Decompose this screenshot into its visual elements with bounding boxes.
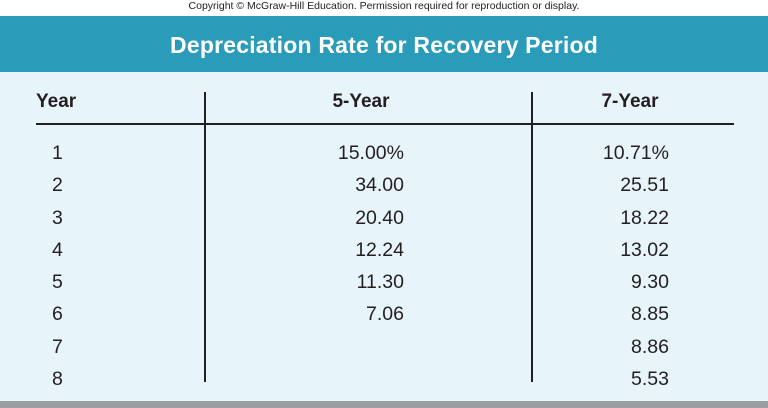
column-header-5-year: 5-Year bbox=[332, 91, 390, 112]
copyright-notice: Copyright © McGraw-Hill Education. Permi… bbox=[188, 0, 580, 12]
table-row: 8 5.53 bbox=[0, 366, 768, 398]
column-divider bbox=[204, 92, 206, 382]
table-row: 2 34.00 25.51 bbox=[0, 172, 768, 204]
year-cell: 4 bbox=[52, 238, 63, 261]
table-row: 6 7.06 8.85 bbox=[0, 301, 768, 333]
seven-year-rate-cell: 10.71% bbox=[602, 142, 669, 164]
table-row: 1 15.00% 10.71% bbox=[0, 140, 768, 172]
seven-year-rate-cell: 25.51 bbox=[620, 174, 669, 197]
seven-year-rate-cell: 8.85 bbox=[631, 303, 669, 326]
five-year-rate-cell: 20.40 bbox=[355, 206, 404, 229]
year-cell: 5 bbox=[52, 271, 63, 294]
seven-year-rate-cell: 5.53 bbox=[631, 368, 669, 391]
year-cell: 2 bbox=[52, 174, 63, 197]
table-panel bbox=[0, 72, 768, 401]
table-row: 4 12.24 13.02 bbox=[0, 237, 768, 269]
five-year-rate-cell: 11.30 bbox=[356, 271, 404, 294]
year-cell: 7 bbox=[52, 335, 63, 358]
table-row: 7 8.86 bbox=[0, 334, 768, 366]
seven-year-rate-cell: 8.86 bbox=[631, 335, 669, 358]
five-year-rate-cell: 15.00% bbox=[337, 142, 404, 164]
column-header-year: Year bbox=[36, 91, 77, 112]
seven-year-rate-cell: 13.02 bbox=[620, 238, 669, 261]
header-rule bbox=[36, 123, 734, 125]
year-cell: 3 bbox=[52, 206, 63, 229]
year-cell: 8 bbox=[52, 368, 63, 391]
five-year-rate-cell: 7.06 bbox=[366, 303, 404, 326]
seven-year-rate-cell: 18.22 bbox=[620, 206, 669, 229]
five-year-rate-cell: 34.00 bbox=[355, 174, 404, 197]
column-divider bbox=[531, 92, 533, 382]
year-cell: 1 bbox=[52, 142, 63, 164]
table-body: 1 15.00% 10.71% 2 34.00 25.51 3 20.40 18… bbox=[0, 140, 768, 398]
year-cell: 6 bbox=[52, 303, 63, 326]
table-row: 5 11.30 9.30 bbox=[0, 269, 768, 301]
column-header-7-year: 7-Year bbox=[601, 91, 659, 112]
seven-year-rate-cell: 9.30 bbox=[631, 271, 669, 294]
table-row: 3 20.40 18.22 bbox=[0, 205, 768, 237]
five-year-rate-cell: 12.24 bbox=[355, 238, 404, 261]
table-title: Depreciation Rate for Recovery Period bbox=[0, 16, 768, 72]
bottom-divider bbox=[0, 401, 768, 408]
